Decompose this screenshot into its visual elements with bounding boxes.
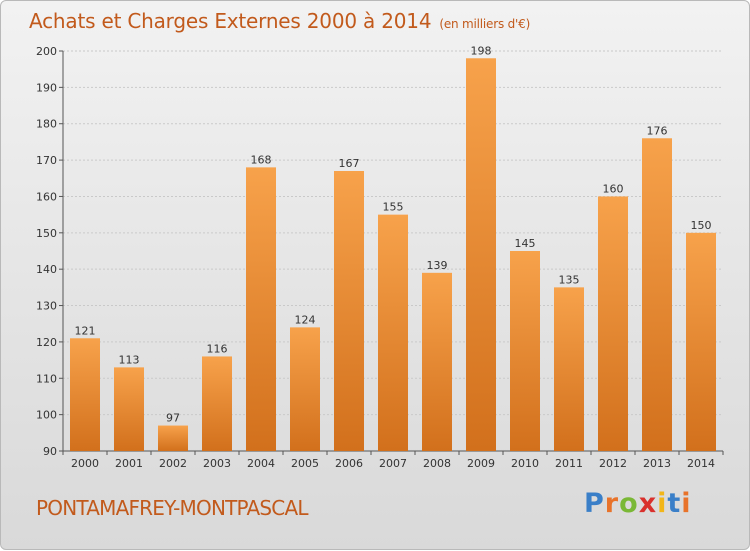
x-tick-label: 2000 [71,457,99,470]
data-label: 198 [471,44,492,57]
y-tick-label: 90 [43,445,57,458]
x-tick-label: 2002 [159,457,187,470]
x-tick-label: 2007 [379,457,407,470]
bar [598,196,628,451]
x-tick-label: 2006 [335,457,363,470]
logo-letter: r [604,488,620,519]
y-tick-label: 160 [36,190,57,203]
y-tick-label: 190 [36,81,57,94]
y-tick-label: 140 [36,263,57,276]
axes: 90 100 110 120 130 140 150 160 170 180 190 200 2000 2… [36,45,724,470]
logo-letter: P [584,488,605,519]
data-label: 116 [207,342,228,355]
x-tick-label: 2003 [203,457,231,470]
bar [422,272,452,451]
x-tick-label: 2005 [291,457,319,470]
bars [70,58,716,452]
bar [246,167,276,451]
data-label: 135 [559,273,580,286]
bar [158,425,188,451]
data-label: 176 [647,124,668,137]
chart-title: Achats et Charges Externes 2000 à 2014 (e… [29,9,530,33]
logo-letter: i [657,488,668,519]
data-label: 155 [383,201,404,214]
bar [378,214,408,451]
y-tick-label: 110 [36,372,57,385]
logo-letter: x [638,488,658,519]
data-label: 145 [515,237,536,250]
data-label: 167 [339,157,360,170]
bar [510,251,540,451]
chart-title-text: Achats et Charges Externes 2000 à 2014 [29,9,432,33]
data-label: 139 [427,259,448,272]
data-label: 113 [119,353,140,366]
y-tick-label: 120 [36,336,57,349]
y-tick-label: 100 [36,409,57,422]
logo-letter: o [619,488,639,519]
y-tick-label: 150 [36,227,57,240]
x-tick-label: 2014 [687,457,715,470]
data-label: 160 [603,182,624,195]
bar [466,58,496,451]
logo-letter: t [667,488,682,519]
bar [70,338,100,451]
bar [114,367,144,451]
x-tick-label: 2010 [511,457,539,470]
x-tick-label: 2012 [599,457,627,470]
x-tick-label: 2004 [247,457,275,470]
data-label: 121 [75,324,96,337]
data-label: 150 [691,219,712,232]
x-tick-label: 2013 [643,457,671,470]
y-tick-label: 180 [36,118,57,131]
bar [554,287,584,451]
bar [334,171,364,451]
logo-letter: i [681,488,692,519]
data-label: 124 [295,313,316,326]
x-tick-label: 2009 [467,457,495,470]
data-label: 97 [166,412,180,425]
x-tick-label: 2011 [555,457,583,470]
commune-name: PONTAMAFREY-MONTPASCAL [36,496,308,520]
data-label: 168 [251,153,272,166]
x-tick-label: 2008 [423,457,451,470]
chart-subtitle: (en milliers d'€) [439,17,531,31]
proxiti-logo: Proxiti [584,488,692,519]
y-tick-label: 130 [36,300,57,313]
data-labels: 121 113 97 116 168 124 167 155 139 198 145 135 160 17… [75,44,712,424]
bar [686,232,716,451]
bar [642,138,672,452]
x-tick-label: 2001 [115,457,143,470]
bar [290,327,320,451]
bar [202,356,232,451]
y-tick-label: 200 [36,45,57,58]
y-tick-label: 170 [36,154,57,167]
